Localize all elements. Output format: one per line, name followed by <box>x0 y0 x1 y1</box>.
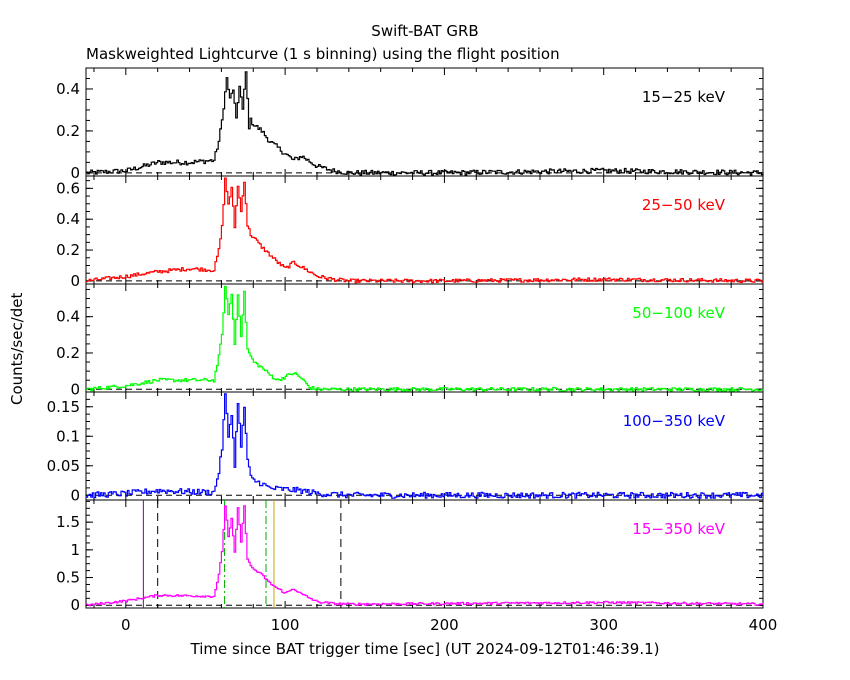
lightcurve-series <box>86 393 764 499</box>
series-label: 15−350 keV <box>632 520 725 538</box>
y-tick-label: 0.2 <box>56 241 80 259</box>
series-label: 15−25 keV <box>642 88 726 106</box>
y-tick-label: 0 <box>70 380 80 398</box>
lightcurve-series <box>86 285 764 392</box>
panel-frame <box>85 391 764 501</box>
series-label: 100−350 keV <box>623 412 726 430</box>
x-tick-label: 300 <box>589 616 618 634</box>
chart-title: Swift-BAT GRB <box>371 22 479 40</box>
x-tick-label: 0 <box>121 616 131 634</box>
y-tick-label: 0.1 <box>56 427 80 445</box>
y-tick-label: 0 <box>70 486 80 504</box>
y-tick-label: 0 <box>70 272 80 290</box>
y-axis-label: Counts/sec/det <box>8 292 26 405</box>
panel-frame <box>85 499 764 609</box>
y-tick-label: 0.2 <box>56 122 80 140</box>
x-tick-label: 200 <box>430 616 459 634</box>
y-tick-label: 0 <box>70 164 80 182</box>
y-tick-label: 1 <box>70 541 80 559</box>
y-tick-label: 0.4 <box>56 308 80 326</box>
series-label: 25−50 keV <box>642 196 726 214</box>
y-tick-label: 0.2 <box>56 344 80 362</box>
panel-frame <box>85 283 764 393</box>
x-tick-label: 400 <box>749 616 778 634</box>
series-label: 50−100 keV <box>632 304 725 322</box>
y-tick-label: 1.5 <box>56 513 80 531</box>
x-tick-label: 100 <box>271 616 300 634</box>
y-tick-label: 0.4 <box>56 210 80 228</box>
x-axis-label: Time since BAT trigger time [sec] (UT 20… <box>190 640 660 658</box>
lightcurve-series <box>86 177 764 284</box>
lightcurve-series <box>86 505 764 607</box>
chart-subtitle: Maskweighted Lightcurve (1 s binning) us… <box>86 45 560 63</box>
panel-frame <box>85 67 764 177</box>
y-tick-label: 0.4 <box>56 80 80 98</box>
lightcurve-series <box>86 71 764 176</box>
y-tick-label: 0.6 <box>56 179 80 197</box>
y-tick-label: 0 <box>70 596 80 614</box>
y-tick-label: 0.05 <box>47 457 80 475</box>
panel-frame <box>85 175 764 285</box>
y-tick-label: 0.15 <box>47 398 80 416</box>
y-tick-label: 0.5 <box>56 569 80 587</box>
